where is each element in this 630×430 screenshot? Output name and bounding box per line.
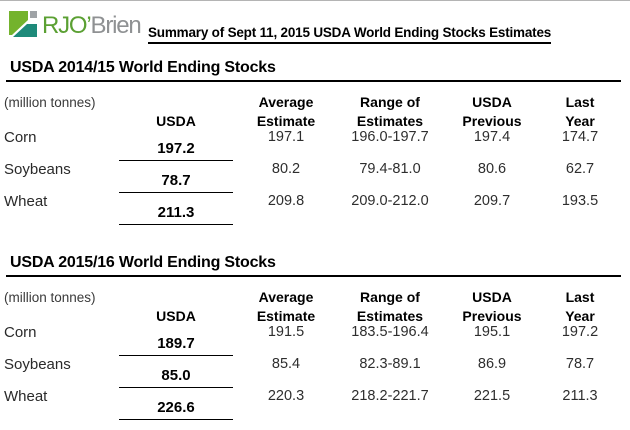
section-2014-15: USDA 2014/15 World Ending Stocks (millio… <box>0 58 630 225</box>
col-header-last-1: Last <box>565 289 595 305</box>
col-header-last-2: Year <box>565 113 595 129</box>
table-row-soybeans: Soybeans 85.0 85.4 82.3-89.1 86.9 78.7 <box>4 356 620 388</box>
commodity-label: Corn <box>4 129 37 146</box>
brand-rjo: RJO <box>42 11 88 39</box>
avg-estimate-value: 80.2 <box>271 161 301 177</box>
col-header-previous-2: Previous <box>462 113 522 129</box>
col-header-average-1: Average <box>258 94 314 110</box>
last-year-value: 211.3 <box>562 388 598 404</box>
col-header-usda: USDA <box>156 113 196 129</box>
table-row-wheat: Wheat 226.6 220.3 218.2-221.7 221.5 211.… <box>4 388 620 420</box>
last-year-value: 174.7 <box>561 129 599 145</box>
last-year-value: 78.7 <box>565 356 595 372</box>
col-header-last-1: Last <box>565 94 595 110</box>
range-value: 79.4-81.0 <box>359 161 421 177</box>
avg-estimate-value: 220.3 <box>267 388 305 404</box>
brand-obrien: Brien <box>90 11 142 39</box>
col-header-average-1: Average <box>258 289 314 305</box>
col-header-range-2: Estimates <box>356 308 424 324</box>
col-header-range-1: Range of <box>360 289 420 305</box>
page-title: Summary of Sept 11, 2015 USDA World Endi… <box>148 25 551 44</box>
commodity-label: Soybeans <box>4 161 71 178</box>
avg-estimate-value: 209.8 <box>267 193 305 209</box>
section-2015-16: USDA 2015/16 World Ending Stocks (millio… <box>0 253 630 420</box>
col-header-previous-1: USDA <box>472 94 512 110</box>
avg-estimate-value: 191.5 <box>267 324 305 340</box>
section-title: USDA 2015/16 World Ending Stocks <box>6 253 621 277</box>
rjobrien-logo: RJO’Brien <box>8 10 142 41</box>
brand-text: RJO’Brien <box>42 11 142 40</box>
col-header-range-2: Estimates <box>356 113 424 129</box>
usda-previous-value: 221.5 <box>473 388 511 404</box>
usda-previous-value: 195.1 <box>473 324 511 340</box>
col-header-usda: USDA <box>156 308 196 324</box>
range-value: 218.2-221.7 <box>351 388 429 404</box>
range-value: 209.0-212.0 <box>351 193 429 209</box>
commodity-label: Corn <box>4 324 37 341</box>
usda-value: 197.2 <box>119 129 233 161</box>
last-year-value: 62.7 <box>565 161 595 177</box>
avg-estimate-value: 197.1 <box>267 129 305 145</box>
table-row-corn: Corn 189.7 191.5 183.5-196.4 195.1 197.2 <box>4 324 620 356</box>
estimates-table-2015-16: (million tonnes) Average Range of USDA L… <box>4 280 620 420</box>
last-year-value: 197.2 <box>561 324 599 340</box>
usda-value: 189.7 <box>119 324 233 356</box>
usda-value: 78.7 <box>119 161 233 193</box>
range-value: 183.5-196.4 <box>351 324 429 340</box>
brand-apostrophe: ’ <box>86 11 91 39</box>
usda-value: 226.6 <box>119 388 233 420</box>
estimates-table-2014-15: (million tonnes) Average Range of USDA L… <box>4 85 620 225</box>
section-title: USDA 2014/15 World Ending Stocks <box>6 58 621 82</box>
usda-value: 85.0 <box>119 356 233 388</box>
usda-previous-value: 80.6 <box>477 161 507 177</box>
commodity-label: Wheat <box>4 388 48 405</box>
col-header-previous-2: Previous <box>462 308 522 324</box>
range-value: 82.3-89.1 <box>359 356 421 372</box>
range-value: 196.0-197.7 <box>351 129 429 145</box>
usda-previous-value: 197.4 <box>473 129 511 145</box>
last-year-value: 193.5 <box>561 193 599 209</box>
table-row-corn: Corn 197.2 197.1 196.0-197.7 197.4 174.7 <box>4 129 620 161</box>
col-header-average-2: Estimate <box>256 113 316 129</box>
avg-estimate-value: 85.4 <box>271 356 301 372</box>
rjobrien-logo-icon <box>9 11 37 37</box>
col-header-last-2: Year <box>565 308 595 324</box>
commodity-label: Wheat <box>4 193 48 210</box>
page-header: RJO’Brien Summary of Sept 11, 2015 USDA … <box>0 1 630 57</box>
col-header-previous-1: USDA <box>472 289 512 305</box>
usda-previous-value: 209.7 <box>473 193 511 209</box>
table-row-soybeans: Soybeans 78.7 80.2 79.4-81.0 80.6 62.7 <box>4 161 620 193</box>
unit-label: (million tonnes) <box>4 290 96 305</box>
unit-label: (million tonnes) <box>4 95 96 110</box>
table-row-wheat: Wheat 211.3 209.8 209.0-212.0 209.7 193.… <box>4 193 620 225</box>
col-header-range-1: Range of <box>360 94 420 110</box>
usda-previous-value: 86.9 <box>477 356 507 372</box>
commodity-label: Soybeans <box>4 356 71 373</box>
col-header-average-2: Estimate <box>256 308 316 324</box>
usda-value: 211.3 <box>119 193 233 225</box>
